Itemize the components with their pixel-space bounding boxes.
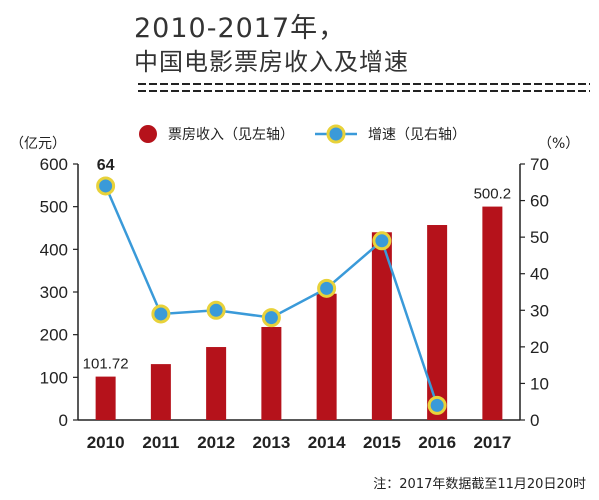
bar-box-office xyxy=(316,293,337,420)
bar-box-office xyxy=(206,347,227,420)
legend-swatch-box-office xyxy=(139,125,157,143)
right-axis-tick-label: 30 xyxy=(530,301,549,320)
right-axis-tick-label: 60 xyxy=(530,192,549,211)
x-axis-tick-label: 2011 xyxy=(142,433,179,452)
data-label: 101.72 xyxy=(83,356,129,373)
bar-box-office xyxy=(95,376,116,420)
right-axis-tick-label: 40 xyxy=(530,265,549,284)
x-axis-tick-label: 2017 xyxy=(473,433,511,452)
title-divider xyxy=(138,83,590,92)
point-growth xyxy=(261,308,281,328)
point-growth xyxy=(427,395,447,415)
footnote: 注：2017年数据截至11月20日20时 xyxy=(373,477,586,492)
bar-box-office xyxy=(427,225,448,420)
x-axis-tick-label: 2013 xyxy=(252,433,290,452)
right-axis-tick-label: 20 xyxy=(530,338,549,357)
point-growth xyxy=(317,278,337,298)
legend: 票房收入（见左轴） 增速（见右轴） xyxy=(139,124,466,144)
point-growth xyxy=(151,304,171,324)
left-axis-tick-label: 100 xyxy=(40,368,68,387)
data-label: 64 xyxy=(97,157,115,174)
x-axis-tick-label: 2012 xyxy=(197,433,235,452)
bar-box-office xyxy=(261,326,282,420)
point-growth xyxy=(206,300,226,320)
right-axis-tick-label: 0 xyxy=(530,411,539,430)
plot-area: 0 100 200 300 400 500 600 0 10 20 30 40 50 60 70 2010 20… xyxy=(40,155,549,452)
bar-box-office xyxy=(482,206,503,420)
left-axis-tick-label: 400 xyxy=(40,240,68,259)
bar-box-office xyxy=(371,232,392,420)
left-axis-tick-label: 300 xyxy=(40,283,68,302)
x-axis-tick-label: 2015 xyxy=(363,433,401,452)
legend-label-box-office: 票房收入（见左轴） xyxy=(168,127,294,143)
bar-box-office xyxy=(150,364,171,420)
left-axis-tick-label: 200 xyxy=(40,326,68,345)
right-axis-unit: （%） xyxy=(538,136,579,152)
right-axis-tick-label: 70 xyxy=(530,155,549,174)
right-axis-tick-label: 50 xyxy=(530,228,549,247)
point-growth xyxy=(96,176,116,196)
left-axis-tick-label: 600 xyxy=(40,155,68,174)
left-axis-tick-label: 500 xyxy=(40,198,68,217)
x-axis-tick-label: 2010 xyxy=(87,433,125,452)
point-growth xyxy=(372,231,392,251)
chart-title-line-2: 中国电影票房收入及增速 xyxy=(134,48,409,76)
x-axis-tick-label: 2014 xyxy=(308,433,346,452)
chart-title-line-1: 2010-2017年， xyxy=(134,13,347,44)
legend-label-growth: 增速（见右轴） xyxy=(368,127,466,143)
legend-marker-growth xyxy=(326,124,346,144)
data-label: 500.2 xyxy=(474,186,512,203)
right-axis-tick-label: 10 xyxy=(530,374,549,393)
x-axis-tick-label: 2016 xyxy=(418,433,456,452)
left-axis-tick-label: 0 xyxy=(59,411,68,430)
left-axis-unit: （亿元） xyxy=(10,136,66,152)
